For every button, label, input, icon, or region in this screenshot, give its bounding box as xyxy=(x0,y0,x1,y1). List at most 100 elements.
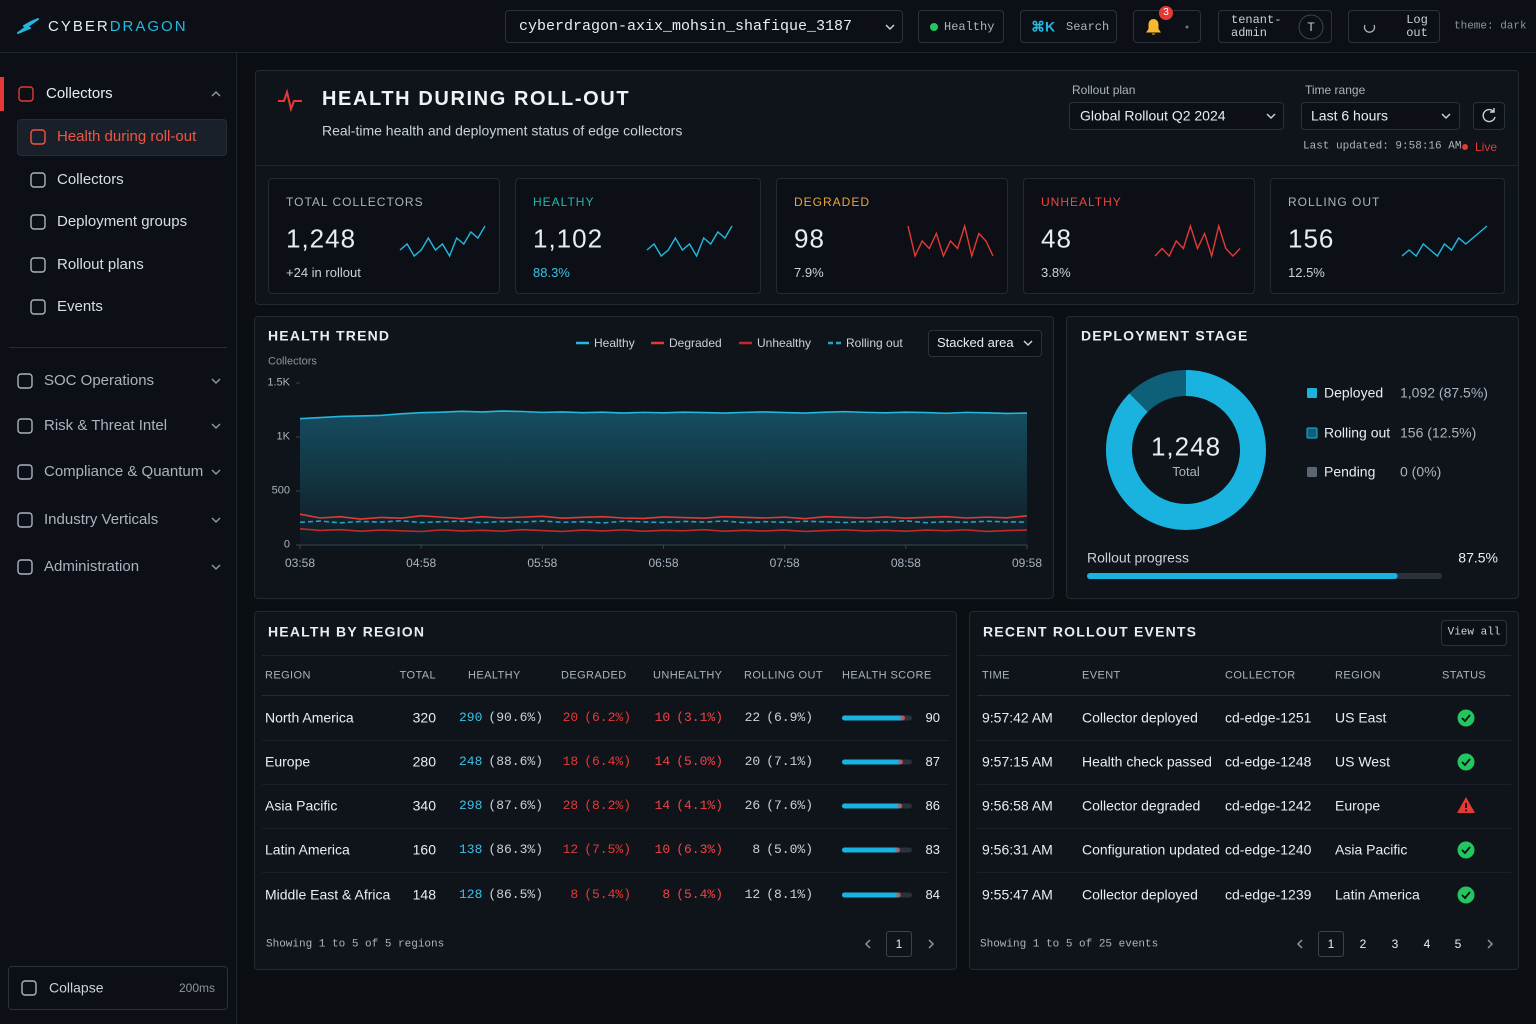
cell-percent: (5.4%) xyxy=(584,887,631,903)
row-divider xyxy=(262,784,949,785)
x-tick-label: 03:58 xyxy=(284,555,316,570)
page-number[interactable]: 5 xyxy=(1454,936,1462,951)
sparkline xyxy=(907,223,994,259)
table-cell: North America xyxy=(265,709,354,726)
chevron-icon xyxy=(211,90,221,97)
logout-button[interactable] xyxy=(1348,10,1440,43)
search-button[interactable] xyxy=(1020,10,1117,43)
cell-count: 20 xyxy=(562,710,579,726)
kpi-sub: +24 in rollout xyxy=(286,265,361,281)
table-cell: 83 xyxy=(925,842,940,858)
column-header: HEALTH SCORE xyxy=(842,669,932,682)
row-divider xyxy=(977,872,1511,873)
page-number[interactable]: 1 xyxy=(1327,936,1335,951)
page-current[interactable] xyxy=(886,931,912,957)
kpi-value: 1,248 xyxy=(286,223,357,254)
view-all-label[interactable]: View all xyxy=(1447,626,1501,639)
kpi-sub: 12.5% xyxy=(1288,265,1325,281)
score-bar xyxy=(842,715,905,721)
kpi-card xyxy=(515,178,761,294)
chevron-icon xyxy=(211,564,221,571)
chevron-icon xyxy=(1296,939,1303,949)
table-cell: 138 (86.3%) xyxy=(459,842,543,858)
column-header: TIME xyxy=(982,669,1010,682)
progress-fill xyxy=(1087,573,1398,579)
tenant-select[interactable] xyxy=(505,10,903,43)
x-tick-label: 04:58 xyxy=(406,555,437,570)
nav-item[interactable]: Deployment groups xyxy=(57,213,188,230)
nav-item[interactable]: Health during roll-out xyxy=(57,128,197,145)
live-label: Live xyxy=(1475,139,1498,154)
kpi-sub: 7.9% xyxy=(794,265,824,281)
brand-part: CYBER xyxy=(48,18,110,35)
kpi-label: TOTAL COLLECTORS xyxy=(286,194,424,209)
page-number[interactable]: 1 xyxy=(895,936,903,951)
legend-label[interactable]: Rolling out xyxy=(846,335,903,350)
nav-group[interactable]: Compliance & Quantum xyxy=(44,463,204,480)
cell-percent: (5.0%) xyxy=(766,842,813,858)
nav-group[interactable]: Industry Verticals xyxy=(44,511,159,528)
table-cell: 8 (5.4%) xyxy=(570,887,631,903)
nav-divider xyxy=(9,347,227,348)
legend-label[interactable]: Healthy xyxy=(594,335,635,350)
nav-group[interactable]: Collectors xyxy=(46,85,113,102)
view-all-button[interactable] xyxy=(1441,620,1507,646)
tenant-name: cyberdragon-axix_mohsin_shafique_3187 xyxy=(519,18,853,35)
kpi-label: HEALTHY xyxy=(533,194,595,209)
kpi-sub: 3.8% xyxy=(1041,265,1071,281)
x-tick-label: 06:58 xyxy=(648,555,679,570)
nav-group[interactable]: Administration xyxy=(44,558,140,575)
logout-icon xyxy=(1363,24,1376,33)
group-indicator xyxy=(0,77,4,111)
nav-active xyxy=(17,119,227,156)
column-header: EVENT xyxy=(1082,669,1121,682)
nav-item[interactable]: Rollout plans xyxy=(57,256,144,273)
view-select[interactable] xyxy=(928,330,1042,357)
nav-icon xyxy=(17,559,33,575)
legend-label[interactable]: Degraded xyxy=(669,335,722,350)
table-cell: 86 xyxy=(925,798,940,814)
table-cell: 90 xyxy=(925,710,940,726)
chevron-icon xyxy=(928,939,935,949)
cell-percent: (5.0%) xyxy=(676,754,723,770)
cell-percent: (4.1%) xyxy=(676,798,723,814)
sparkline xyxy=(1401,225,1488,258)
sparkline xyxy=(399,225,486,258)
row-divider xyxy=(977,784,1511,785)
legend-label[interactable]: Unhealthy xyxy=(757,335,812,350)
kpi-label: ROLLING OUT xyxy=(1288,194,1381,209)
refresh-button[interactable] xyxy=(1473,102,1505,130)
legend-value: 1,092 (87.5%) xyxy=(1400,384,1488,401)
nav-item[interactable]: Events xyxy=(57,298,103,315)
range-select[interactable] xyxy=(1301,102,1460,130)
table-cell: 10 (3.1%) xyxy=(655,710,723,726)
table-cell: 9:56:58 AM xyxy=(982,797,1053,814)
cell-percent: (6.2%) xyxy=(584,710,631,726)
plan-select[interactable] xyxy=(1069,102,1284,130)
table-cell: Asia Pacific xyxy=(1335,841,1408,858)
status-ok xyxy=(1457,841,1475,859)
sparkline xyxy=(1154,223,1241,259)
theme-label: theme: dark xyxy=(1454,20,1527,33)
logo-icon xyxy=(17,18,39,34)
nav-item[interactable]: Collectors xyxy=(57,171,124,188)
cell-count: 14 xyxy=(654,798,671,814)
cell-count: 14 xyxy=(654,754,671,770)
page-current[interactable] xyxy=(1318,931,1344,957)
page-number[interactable]: 4 xyxy=(1423,936,1431,951)
nav-icon xyxy=(17,512,33,528)
table-cell: 14 (4.1%) xyxy=(655,798,723,814)
y-tick-label: 0 xyxy=(283,538,290,551)
x-tick-label: 08:58 xyxy=(890,555,921,570)
nav-group[interactable]: Risk & Threat Intel xyxy=(44,417,168,434)
page-number[interactable]: 3 xyxy=(1391,936,1399,951)
nav-group[interactable]: SOC Operations xyxy=(44,372,155,389)
table-cell: 290 (90.6%) xyxy=(459,710,543,726)
range-value: Last 6 hours xyxy=(1311,107,1389,124)
table-cell: 10 (6.3%) xyxy=(655,842,723,858)
page-number[interactable]: 2 xyxy=(1359,936,1367,951)
table-cell: cd-edge-1248 xyxy=(1225,753,1312,770)
collapse-button[interactable] xyxy=(8,966,228,1010)
table-cell: Europe xyxy=(1335,797,1381,814)
